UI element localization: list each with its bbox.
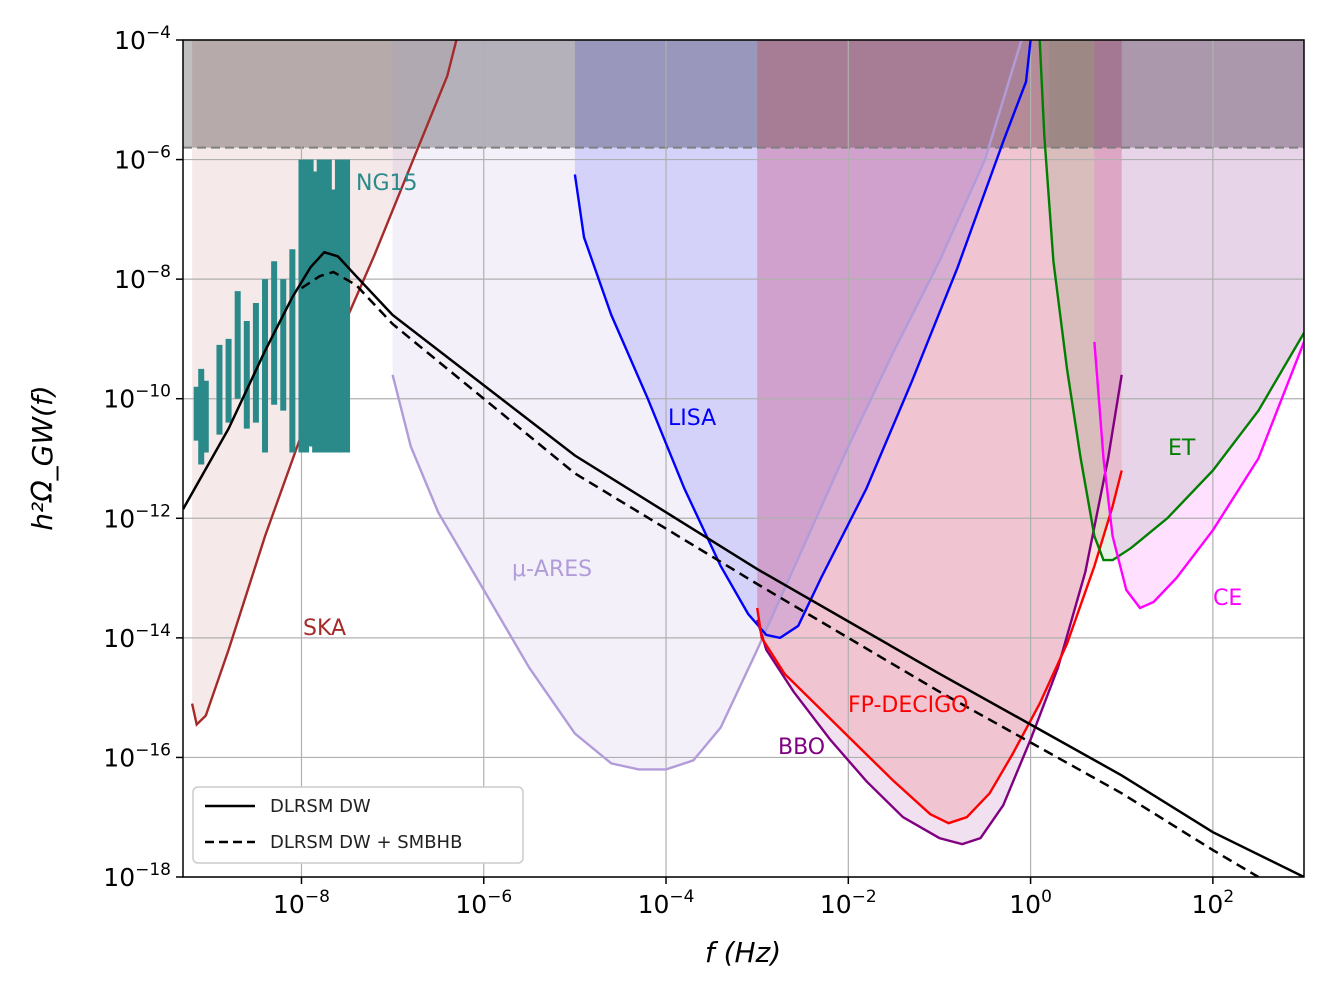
x-tick-label--8: 10−8	[273, 887, 330, 919]
fill-ares	[392, 40, 1022, 770]
ng15-error-bars	[193, 159, 351, 465]
curve-et	[1038, 40, 1304, 562]
excluded-region	[183, 40, 1304, 149]
x-axis-title: f (Hz)	[705, 936, 781, 969]
label-ng15: NG15	[356, 171, 418, 196]
label-ce: CE	[1213, 586, 1242, 611]
x-tick-label-0: 100	[1009, 887, 1052, 919]
legend: DLRSM DW DLRSM DW + SMBHB	[192, 786, 524, 864]
series-dlrsm-dw	[183, 250, 1304, 877]
x-tick-label--6: 10−6	[455, 887, 512, 919]
fill-ska	[192, 40, 457, 725]
y-tick-label--10: 10−10	[103, 382, 171, 414]
y-tick-label--18: 10−18	[103, 860, 171, 892]
y-tick-label--4: 10−4	[114, 23, 171, 55]
plot-frame	[182, 39, 1305, 878]
x-tick-label--4: 10−4	[638, 887, 695, 919]
label-et: ET	[1168, 436, 1196, 461]
curve-bbo	[756, 374, 1123, 846]
fill-ce	[1094, 40, 1304, 608]
curve-fp-decigo	[756, 470, 1123, 825]
label-ska: SKA	[303, 616, 346, 641]
curve-ce	[1093, 341, 1304, 610]
legend-box	[192, 786, 524, 864]
curve-ares	[391, 40, 1023, 771]
y-tick-label--8: 10−8	[114, 262, 171, 294]
y-tick-label--12: 10−12	[103, 501, 171, 533]
y-tick-label--14: 10−14	[103, 621, 171, 653]
legend-label-dlrsm-dw: DLRSM DW	[270, 796, 371, 817]
y-tick-label--16: 10−16	[103, 740, 171, 772]
model-series	[183, 250, 1304, 877]
label-bbo: BBO	[778, 735, 825, 760]
sensitivity-fills	[192, 40, 1304, 845]
y-tick-label--6: 10−6	[114, 143, 171, 175]
y-axis-title: h²Ω_GW(f)	[26, 385, 59, 530]
label-fp-decigo: FP-DECIGO	[848, 693, 968, 718]
series-dlrsm-dw-smbhb	[300, 270, 1260, 877]
excluded-region-fill	[183, 40, 1304, 148]
curve-lisa	[573, 40, 1032, 640]
legend-label-dlrsm-dw-smbhb: DLRSM DW + SMBHB	[270, 832, 462, 853]
x-tick-label--2: 10−2	[820, 887, 877, 919]
axis-ticks: 10−8 10−6 10−4 10−2 100 102 10−4 10−6 10−8 10−10 1…	[103, 23, 1234, 919]
fill-et	[1039, 40, 1304, 561]
fill-lisa	[574, 40, 1031, 638]
series-labels: NG15 SKA μ-ARES LISA BBO FP-DECIGO ET CE	[303, 171, 1242, 760]
label-ares: μ-ARES	[512, 557, 592, 582]
label-lisa: LISA	[668, 406, 716, 431]
x-tick-label-2: 102	[1192, 887, 1235, 919]
